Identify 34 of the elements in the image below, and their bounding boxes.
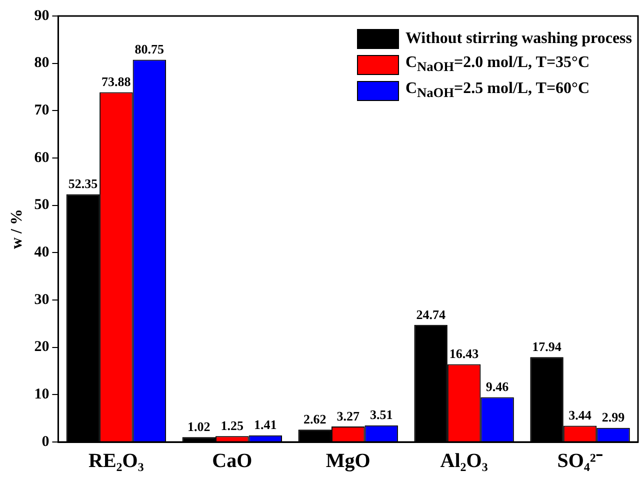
data-label: 9.46	[486, 379, 510, 394]
y-tick-label: 40	[34, 244, 50, 261]
x-tick-label: SO₄²⁻	[557, 450, 603, 472]
data-label: 1.25	[220, 418, 244, 433]
x-tick-label: RE₂O₃	[88, 450, 144, 472]
y-tick-label: 10	[34, 386, 50, 403]
y-axis-title: w / %	[8, 209, 26, 249]
data-label: 3.44	[568, 408, 592, 423]
data-label: 2.99	[602, 410, 626, 425]
y-tick-label: 60	[34, 150, 50, 166]
y-tick-label: 70	[34, 102, 50, 119]
y-tick-label: 20	[34, 339, 50, 356]
y-tick-label: 90	[34, 8, 50, 24]
data-label: 16.43	[449, 346, 480, 362]
legend-label: C$_{NaOH}$=2.0 mol/L, T=35°C	[405, 54, 590, 76]
legend-label: C$_{NaOH}$=2.5 mol/L, T=60°C	[405, 80, 590, 102]
data-label: 1.02	[188, 419, 210, 434]
x-tick-label: MgO	[326, 450, 370, 472]
data-label: 17.94	[532, 338, 562, 354]
data-label: 3.51	[370, 407, 393, 422]
legend-label: Without stirring washing process	[405, 30, 632, 48]
y-tick-label: 0	[42, 434, 50, 450]
x-tick-label: Al₂O₃	[440, 450, 488, 472]
data-label: 1.41	[254, 417, 277, 432]
data-label: 24.74	[416, 306, 446, 322]
data-label: 2.62	[303, 411, 326, 426]
y-tick-label: 50	[34, 197, 50, 214]
data-label: 52.35	[68, 176, 98, 192]
data-label: 3.27	[336, 408, 360, 424]
data-label: 80.75	[134, 42, 165, 57]
data-label: 73.88	[102, 74, 132, 90]
x-tick-label: CaO	[212, 450, 252, 472]
y-tick-label: 30	[34, 292, 50, 308]
y-tick-label: 80	[34, 55, 50, 72]
